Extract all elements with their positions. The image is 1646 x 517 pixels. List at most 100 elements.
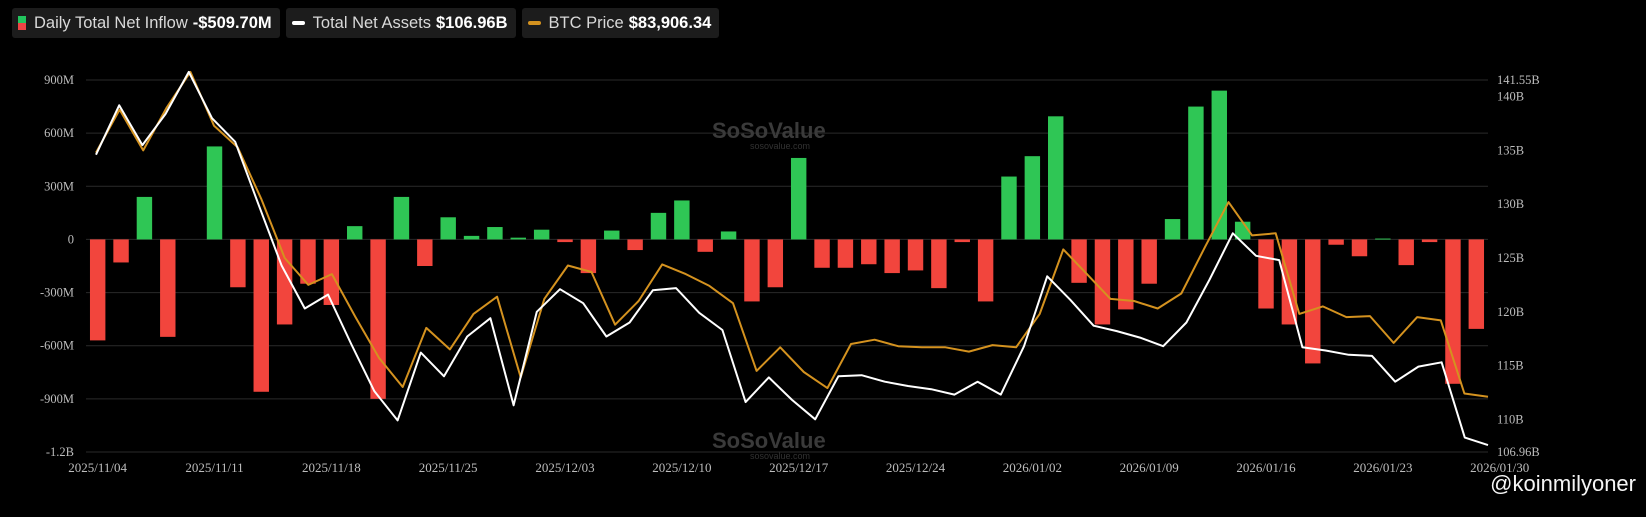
left-axis-tick-label: -600M bbox=[40, 339, 74, 353]
x-axis-tick-label: 2025/11/04 bbox=[68, 460, 127, 475]
left-axis-tick-label: 600M bbox=[44, 126, 74, 140]
left-axis-tick-label: -1.2B bbox=[46, 445, 74, 459]
inflow-bar bbox=[907, 239, 924, 271]
inflow-bar bbox=[697, 239, 713, 252]
inflow-bar bbox=[1305, 239, 1321, 364]
right-axis-tick-label: 135B bbox=[1497, 143, 1524, 157]
right-axis-tick-label: 110B bbox=[1497, 412, 1524, 426]
legend-net-assets[interactable]: Total Net Assets $106.96B bbox=[285, 8, 516, 38]
line-swatch-icon bbox=[527, 21, 541, 25]
inflow-bar bbox=[884, 239, 900, 274]
inflow-bar bbox=[1188, 106, 1204, 240]
inflow-bar bbox=[790, 157, 807, 240]
inflow-bar bbox=[1211, 90, 1227, 240]
inflow-bar bbox=[1024, 156, 1041, 240]
inflow-bar bbox=[463, 235, 480, 240]
inflow-bar bbox=[1164, 219, 1181, 240]
left-axis-tick-label: -900M bbox=[40, 392, 74, 406]
inflow-bar bbox=[136, 196, 153, 240]
x-axis-tick-label: 2025/12/03 bbox=[535, 460, 594, 475]
inflow-bar bbox=[1351, 239, 1368, 257]
inflow-bar bbox=[533, 229, 550, 240]
right-axis-tick-label: 125B bbox=[1497, 251, 1524, 265]
x-axis-tick-label: 2025/11/25 bbox=[419, 460, 478, 475]
x-axis-tick-label: 2025/12/10 bbox=[652, 460, 711, 475]
inflow-bar bbox=[253, 239, 269, 392]
x-axis-tick-label: 2025/12/24 bbox=[886, 460, 946, 475]
right-axis-tick-label: 120B bbox=[1497, 305, 1524, 319]
bar-swatch-icon bbox=[18, 16, 26, 30]
inflow-bar bbox=[370, 239, 386, 399]
left-axis-tick-label: 900M bbox=[44, 73, 74, 87]
inflow-bar bbox=[347, 226, 363, 240]
inflow-bar bbox=[837, 239, 854, 268]
inflow-bar bbox=[720, 231, 737, 240]
inflow-bar bbox=[1398, 239, 1414, 266]
inflow-bar bbox=[650, 212, 667, 240]
legend-label: BTC Price bbox=[548, 13, 624, 32]
inflow-bar bbox=[89, 239, 106, 341]
watermark-logo: SoSoValue sosovalue.com bbox=[712, 428, 826, 461]
inflow-bar bbox=[627, 239, 643, 251]
inflow-bar bbox=[1094, 239, 1111, 325]
inflow-bar bbox=[814, 239, 830, 268]
inflow-bar bbox=[1001, 176, 1017, 240]
inflow-bar bbox=[1445, 239, 1461, 384]
inflow-bar bbox=[1118, 239, 1134, 310]
inflow-bar bbox=[1048, 116, 1064, 240]
legend-label: Total Net Assets bbox=[312, 13, 431, 32]
x-axis-tick-label: 2026/01/30 bbox=[1470, 460, 1529, 475]
x-axis-tick-label: 2026/01/16 bbox=[1236, 460, 1296, 475]
credit-text: @koinmilyoner bbox=[1490, 471, 1636, 496]
legend-value: $83,906.34 bbox=[628, 13, 712, 32]
legend-value: -$509.70M bbox=[192, 13, 272, 32]
inflow-bar bbox=[1421, 239, 1438, 243]
inflow-bar bbox=[160, 239, 176, 337]
left-axis-tick-label: 300M bbox=[44, 179, 74, 193]
line-swatch-icon bbox=[291, 21, 305, 25]
inflow-bar bbox=[744, 239, 760, 302]
inflow-bar bbox=[206, 146, 223, 240]
inflow-bar bbox=[323, 239, 340, 305]
inflow-bar bbox=[487, 227, 503, 240]
inflow-bar bbox=[113, 239, 129, 263]
x-axis-tick-label: 2026/01/23 bbox=[1353, 460, 1412, 475]
watermark-logo: SoSoValue sosovalue.com bbox=[712, 118, 826, 151]
inflow-bar bbox=[767, 239, 784, 288]
left-axis-tick-label: 0 bbox=[68, 232, 74, 246]
legend-btc-price[interactable]: BTC Price $83,906.34 bbox=[521, 8, 720, 38]
inflow-bar bbox=[1258, 239, 1274, 309]
legend: Daily Total Net Inflow -$509.70M Total N… bbox=[12, 8, 720, 38]
inflow-bar bbox=[417, 239, 433, 266]
inflow-bar bbox=[1328, 239, 1344, 245]
x-axis-tick-label: 2025/11/11 bbox=[185, 460, 243, 475]
x-axis-tick-label: 2025/12/17 bbox=[769, 460, 829, 475]
inflow-bar bbox=[557, 239, 573, 243]
net-assets-line bbox=[95, 70, 1489, 447]
inflow-bar bbox=[300, 239, 316, 284]
inflow-bar bbox=[977, 239, 994, 302]
right-axis-tick-label: 141.55B bbox=[1497, 73, 1540, 87]
right-axis-tick-label: 106.96B bbox=[1497, 445, 1540, 459]
right-axis-tick-label: 115B bbox=[1497, 359, 1524, 373]
inflow-bar bbox=[1468, 239, 1485, 329]
x-axis-tick-label: 2026/01/02 bbox=[1003, 460, 1062, 475]
x-axis-tick-label: 2026/01/09 bbox=[1120, 460, 1179, 475]
inflow-bar bbox=[604, 230, 620, 240]
inflow-bar bbox=[580, 239, 597, 274]
inflow-bar bbox=[230, 239, 246, 288]
inflow-bar bbox=[861, 239, 877, 265]
inflow-bar bbox=[1141, 239, 1157, 284]
inflow-bar bbox=[674, 200, 690, 240]
right-axis-tick-label: 130B bbox=[1497, 197, 1524, 211]
legend-label: Daily Total Net Inflow bbox=[34, 13, 188, 32]
x-axis-tick-label: 2025/11/18 bbox=[302, 460, 361, 475]
inflow-bar bbox=[931, 239, 947, 289]
inflow-bar bbox=[954, 239, 970, 243]
legend-inflow[interactable]: Daily Total Net Inflow -$509.70M bbox=[12, 8, 280, 38]
legend-value: $106.96B bbox=[435, 13, 508, 32]
left-axis-tick-label: -300M bbox=[40, 286, 74, 300]
inflow-bar bbox=[440, 217, 456, 240]
right-axis-tick-label: 140B bbox=[1497, 90, 1524, 104]
